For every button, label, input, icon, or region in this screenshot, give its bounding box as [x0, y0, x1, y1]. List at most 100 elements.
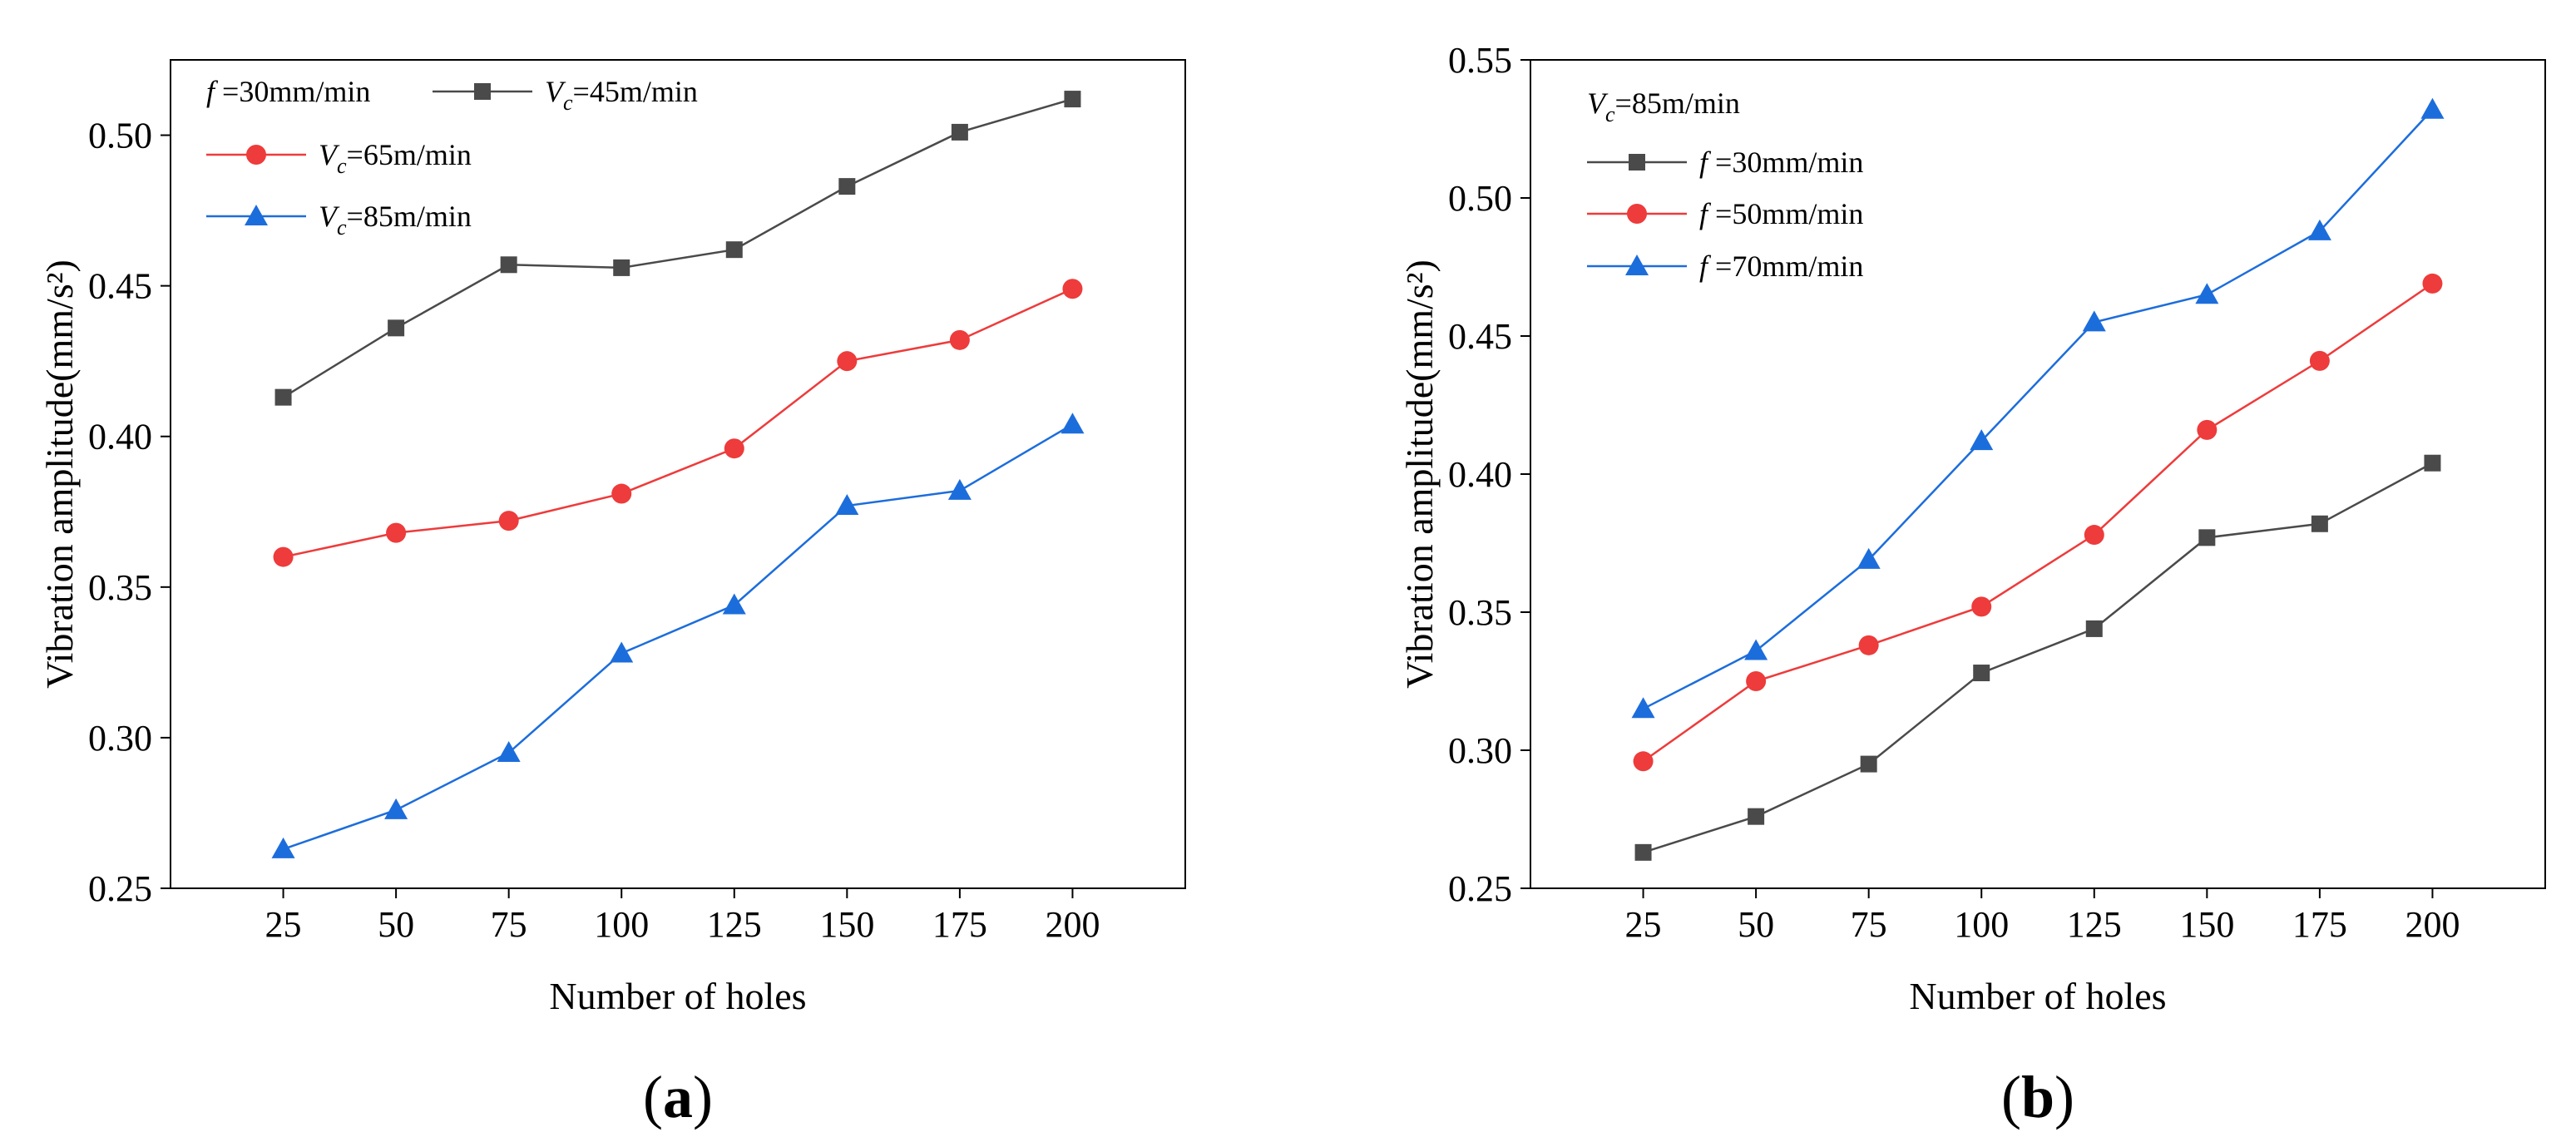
panel-label-open: (	[643, 1064, 663, 1130]
x-tick-label: 100	[594, 904, 649, 945]
series-2-point	[1633, 751, 1654, 772]
series-3-point	[610, 641, 634, 663]
y-tick-label: 0.40	[88, 417, 152, 457]
series-2-point	[1858, 635, 1879, 655]
x-tick-label: 200	[1045, 904, 1100, 945]
plot-frame	[170, 59, 1186, 889]
legend-label-1: Vc=45m/min	[545, 75, 698, 115]
legend-label-3: f =70mm/min	[1699, 250, 1863, 283]
x-axis-title: Number of holes	[549, 975, 806, 1017]
x-tick-label: 125	[2067, 904, 2122, 945]
legend-label-2: f =50mm/min	[1699, 197, 1863, 230]
series-1-point	[1064, 91, 1081, 108]
panel-label-close: )	[2054, 1064, 2074, 1130]
panel-label-letter: b	[2021, 1064, 2054, 1130]
chart-panel-b: 25 50 75 100 125 150 175 200 0.25 0.30 0.35 0.40 0.4…	[1398, 40, 2546, 1130]
legend-header: f =30mm/min	[206, 75, 370, 108]
panel-label: (b)	[2001, 1064, 2074, 1130]
series-line-2	[283, 288, 1073, 558]
series-3-point	[1857, 547, 1881, 569]
panel-label-open: (	[2001, 1064, 2021, 1130]
series-3-point	[2307, 219, 2331, 240]
y-tick-label: 0.25	[88, 868, 152, 909]
series-1-point	[613, 259, 630, 276]
y-tick-label: 0.30	[88, 718, 152, 759]
series-1-point	[951, 123, 968, 141]
series-3-point	[497, 741, 521, 763]
series-2-point	[498, 511, 519, 531]
series-3-point	[2082, 310, 2106, 332]
series-1-point	[2424, 454, 2441, 472]
legend-marker-2	[246, 145, 266, 165]
y-tick-label: 0.35	[1448, 592, 1512, 633]
series-2-point	[2197, 419, 2218, 440]
y-tick-label: 0.55	[1448, 40, 1512, 81]
series-1-point	[2198, 529, 2216, 546]
series-2-point	[386, 522, 407, 543]
x-tick-label: 175	[2292, 904, 2347, 945]
y-tick-label: 0.45	[1448, 316, 1512, 357]
series-line-3	[283, 423, 1074, 851]
series-2-point	[1062, 279, 1083, 299]
legend-header: Vc=85m/min	[1587, 87, 1740, 126]
series-2-point	[2309, 350, 2330, 371]
series-2-point	[1971, 596, 1992, 617]
series-2-point	[611, 483, 632, 504]
series-3-point	[947, 478, 972, 500]
series-1-point	[1860, 755, 1877, 773]
legend-label-3: Vc=85m/min	[319, 200, 472, 240]
series-3-point	[1970, 429, 1994, 451]
x-tick-label: 25	[1625, 904, 1662, 945]
series-3-point	[722, 593, 746, 615]
y-tick-label: 0.40	[1448, 454, 1512, 495]
x-axis-title: Number of holes	[1909, 975, 2166, 1017]
series-2-point	[949, 329, 970, 350]
legend-label-1: f =30mm/min	[1699, 146, 1863, 179]
series-3-point	[384, 798, 408, 819]
series-1-point	[388, 319, 405, 337]
series-3-point	[1061, 413, 1085, 434]
y-tick-label: 0.35	[88, 567, 152, 608]
x-tick-label: 50	[1738, 904, 1774, 945]
series-2-point	[2084, 525, 2104, 546]
series-2-point	[2422, 273, 2443, 294]
series-2-point	[1746, 671, 1767, 691]
series-2-point	[837, 351, 858, 372]
x-tick-label: 100	[1954, 904, 2009, 945]
panel-label: (a)	[643, 1064, 713, 1130]
x-tick-label: 125	[707, 904, 762, 945]
series-3-point	[1631, 697, 1655, 719]
series-2-point	[273, 546, 294, 567]
series-1-point	[725, 241, 743, 259]
series-3-point	[2420, 97, 2445, 119]
series-1-point	[838, 178, 856, 195]
series-1-point	[500, 256, 517, 274]
x-tick-label: 150	[2179, 904, 2234, 945]
x-tick-label: 150	[819, 904, 874, 945]
legend-marker-1	[1629, 154, 1645, 171]
legend-label-2: Vc=65m/min	[319, 138, 472, 178]
series-1-point	[1634, 843, 1652, 861]
series-3-point	[835, 494, 859, 516]
legend-marker-3	[1625, 255, 1649, 275]
x-tick-label: 75	[1851, 904, 1887, 945]
panel-label-letter: a	[663, 1064, 693, 1130]
y-axis-title: Vibration amplitude(mm/s²)	[38, 260, 81, 689]
y-tick-label: 0.30	[1448, 730, 1512, 771]
series-line-3	[1642, 108, 2434, 710]
series-1-point	[274, 388, 292, 406]
panel-label-close: )	[693, 1064, 713, 1130]
series-line-1	[1643, 462, 2434, 854]
plot-frame	[1530, 59, 2546, 889]
series-1-point	[2085, 620, 2103, 637]
series-1-point	[1748, 808, 1765, 825]
x-tick-label: 200	[2405, 904, 2460, 945]
legend-marker-2	[1627, 204, 1647, 224]
y-tick-label: 0.45	[88, 266, 152, 307]
y-axis-title: Vibration amplitude(mm/s²)	[1398, 260, 1441, 689]
y-tick-label: 0.50	[88, 116, 152, 156]
y-tick-label: 0.50	[1448, 178, 1512, 219]
legend-marker-1	[474, 83, 491, 100]
series-3-point	[2195, 283, 2219, 304]
